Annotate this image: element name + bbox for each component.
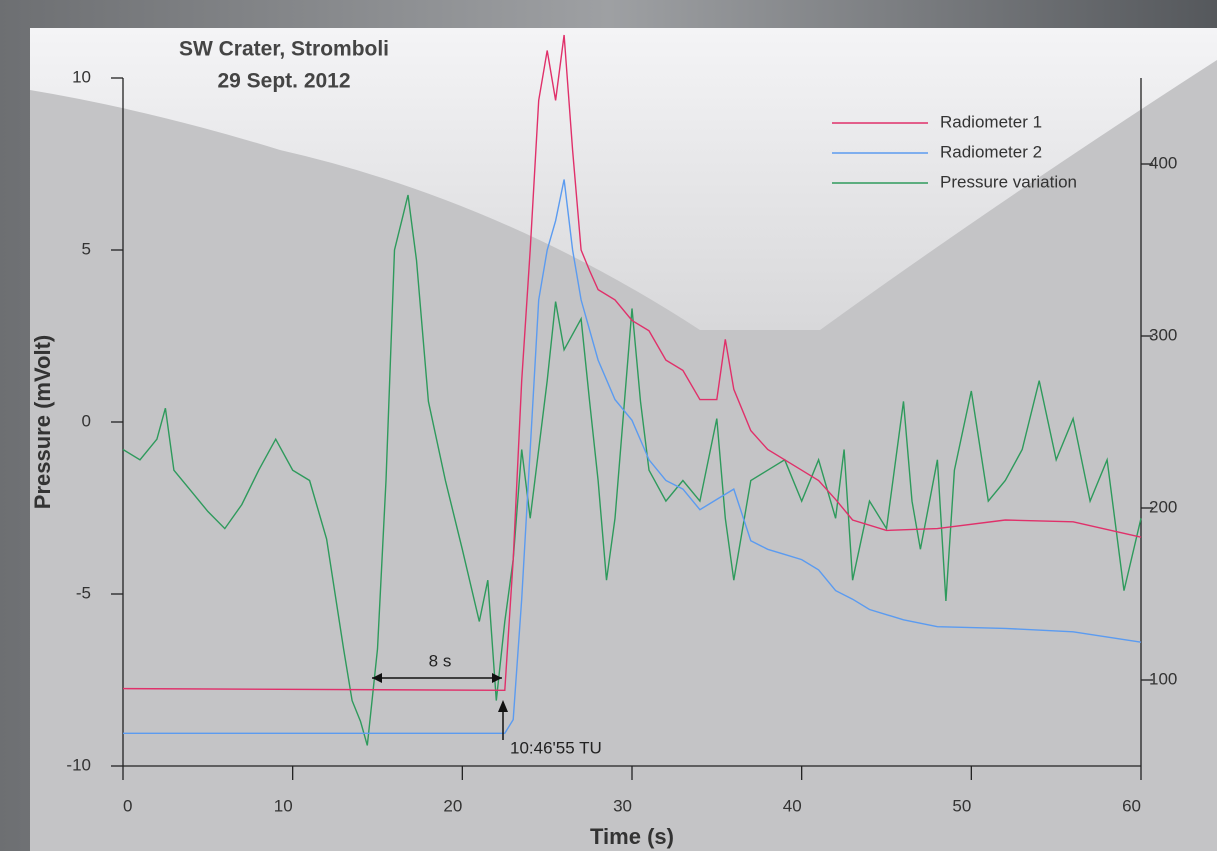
y-axis-label: Pressure (mVolt) <box>30 335 55 509</box>
x-tick-label: 30 <box>613 796 632 815</box>
legend-label: Radiometer 1 <box>940 112 1042 131</box>
x-axis-label: Time (s) <box>590 824 674 849</box>
y-tick-label: 10 <box>72 67 91 86</box>
onset-label: 10:46'55 TU <box>510 738 602 757</box>
y2-tick-label: 200 <box>1149 497 1177 516</box>
y2-tick-label: 300 <box>1149 325 1177 344</box>
chart: 0 10 20 30 40 50 60 -10 -5 0 5 10 100 200 300 400 Radiom… <box>0 0 1217 851</box>
legend-label: Radiometer 2 <box>940 142 1042 161</box>
y2-tick-label: 100 <box>1149 669 1177 688</box>
page: 0 10 20 30 40 50 60 -10 -5 0 5 10 100 200 300 400 Radiom… <box>0 0 1217 851</box>
x-tick-label: 20 <box>443 796 462 815</box>
chart-title: SW Crater, Stromboli <box>179 38 389 61</box>
x-tick-label: 40 <box>783 796 802 815</box>
x-tick-label: 50 <box>952 796 971 815</box>
x-tick-label: 10 <box>274 796 293 815</box>
x-tick-label: 60 <box>1122 796 1141 815</box>
y2-tick-label: 400 <box>1149 153 1177 172</box>
x-tick-label: 0 <box>123 796 132 815</box>
y-tick-label: -10 <box>66 755 91 774</box>
legend-label: Pressure variation <box>940 172 1077 191</box>
y-tick-label: 5 <box>82 239 91 258</box>
interval-label: 8 s <box>429 651 452 670</box>
y-tick-label: -5 <box>76 583 91 602</box>
y-tick-label: 0 <box>82 411 91 430</box>
chart-subtitle: 29 Sept. 2012 <box>217 70 350 93</box>
